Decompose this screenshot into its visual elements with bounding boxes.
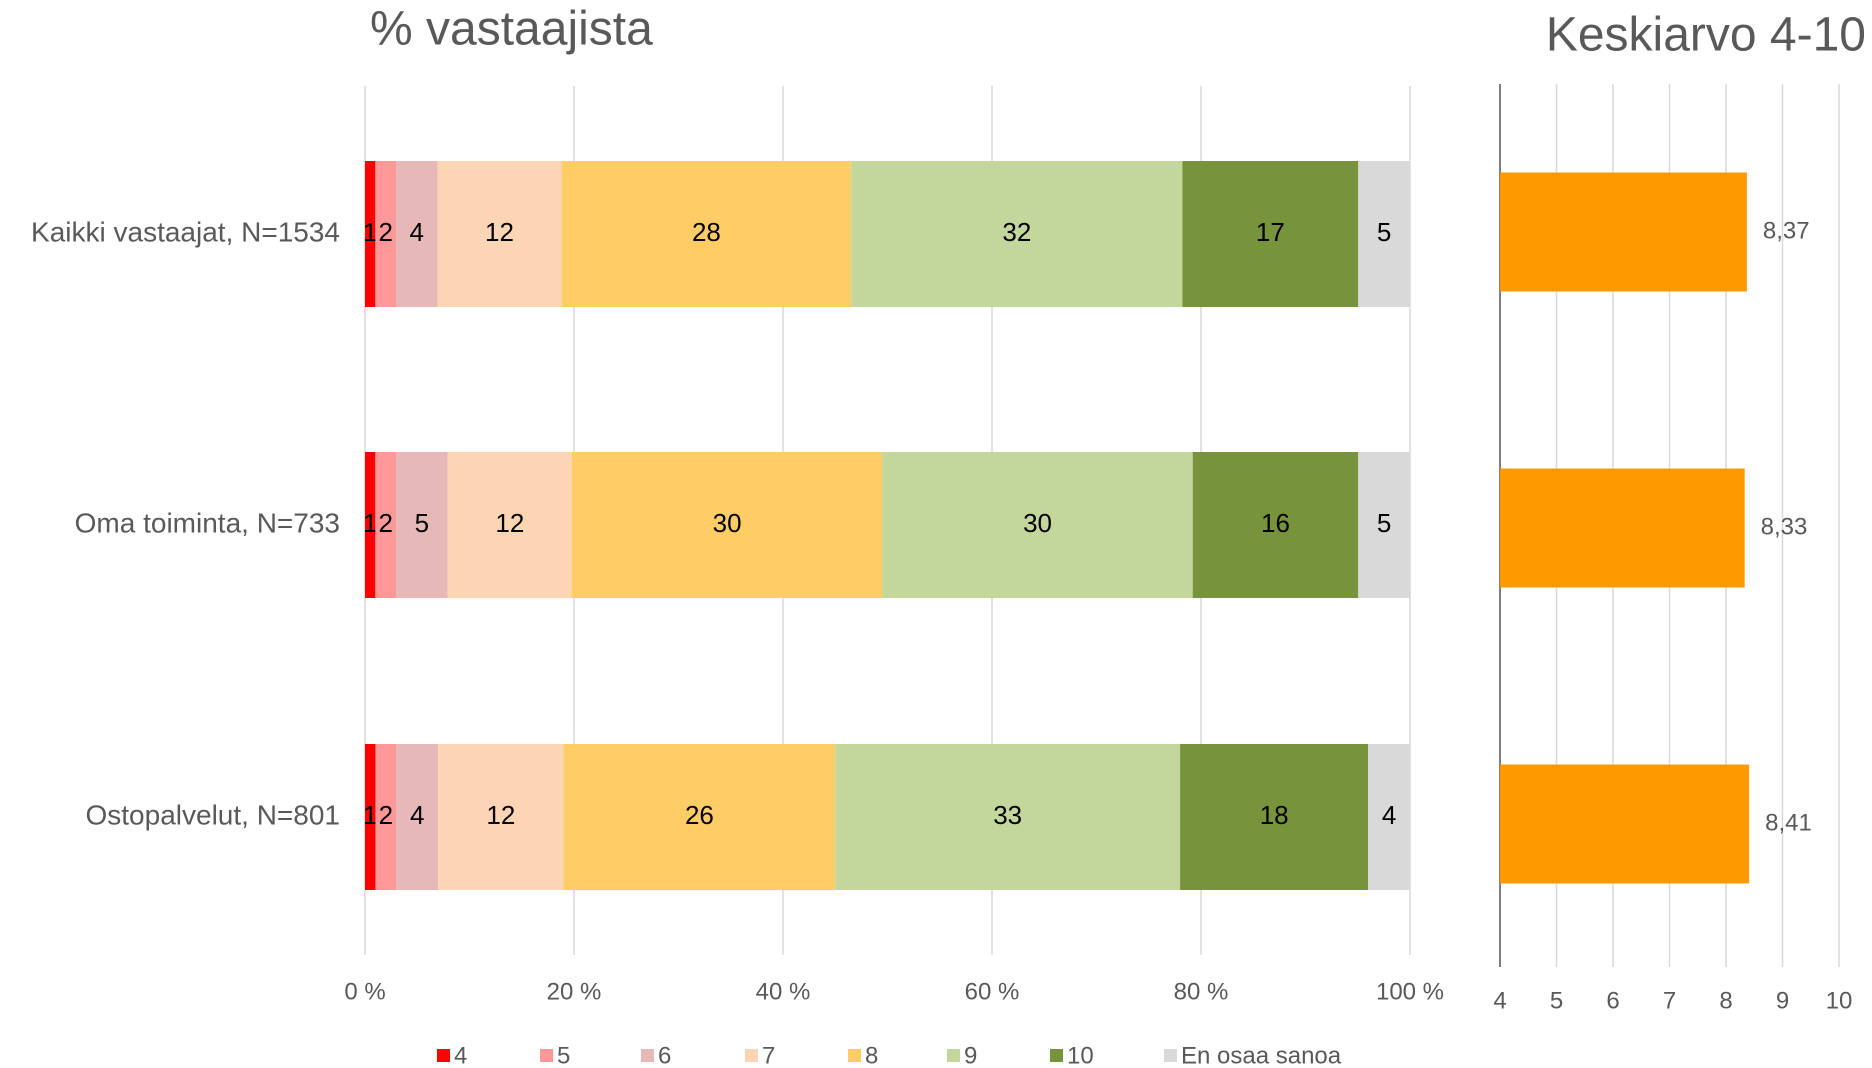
data-label: 5 bbox=[1377, 508, 1391, 538]
chart-title: % vastaajista bbox=[370, 3, 653, 56]
x-tick-label: 20 % bbox=[547, 978, 602, 1005]
x-tick-label: 9 bbox=[1776, 987, 1789, 1014]
data-label: 18 bbox=[1260, 800, 1289, 830]
legend-swatch bbox=[947, 1049, 960, 1062]
x-tick-label: 5 bbox=[1550, 987, 1563, 1014]
legend-swatch bbox=[1164, 1049, 1177, 1062]
data-label: 8,41 bbox=[1765, 809, 1812, 836]
data-label: 16 bbox=[1261, 508, 1290, 538]
bar-segment bbox=[1358, 161, 1410, 307]
bar-segment bbox=[851, 161, 1183, 307]
x-tick-label: 100 % bbox=[1376, 978, 1444, 1005]
x-tick-label: 60 % bbox=[965, 978, 1020, 1005]
x-tick-label: 10 bbox=[1826, 987, 1853, 1014]
bar bbox=[1500, 172, 1747, 292]
legend-swatch bbox=[641, 1049, 654, 1062]
legend-swatch bbox=[437, 1049, 450, 1062]
bar-segment bbox=[835, 744, 1181, 890]
legend-label: 6 bbox=[658, 1042, 671, 1068]
data-label: 28 bbox=[692, 217, 721, 247]
x-tick-label: 40 % bbox=[756, 978, 811, 1005]
data-label: 4 bbox=[409, 217, 423, 247]
data-label: 32 bbox=[1002, 217, 1031, 247]
legend-label: 10 bbox=[1067, 1042, 1094, 1068]
y-tick-label: Ostopalvelut, N=801 bbox=[86, 799, 341, 830]
data-label: 1 bbox=[363, 800, 377, 830]
data-label: 12 bbox=[495, 508, 524, 538]
data-label: 12 bbox=[485, 217, 514, 247]
bar bbox=[1500, 468, 1745, 588]
bar-segment bbox=[365, 161, 376, 307]
data-label: 12 bbox=[486, 800, 515, 830]
data-label: 8,37 bbox=[1763, 217, 1810, 244]
legend-label: 5 bbox=[557, 1042, 570, 1068]
legend-swatch bbox=[1050, 1049, 1063, 1062]
x-tick-label: 8 bbox=[1719, 987, 1732, 1014]
data-label: 2 bbox=[378, 508, 392, 538]
data-label: 1 bbox=[363, 217, 377, 247]
bar-segment bbox=[447, 452, 572, 598]
bar-segment bbox=[1180, 744, 1369, 890]
bar-segment bbox=[438, 744, 564, 890]
bar-segment bbox=[396, 744, 439, 890]
y-tick-label: Kaikki vastaajat, N=1534 bbox=[31, 216, 340, 247]
legend-label: En osaa sanoa bbox=[1181, 1042, 1342, 1068]
legend-label: 9 bbox=[964, 1042, 977, 1068]
data-label: 30 bbox=[1023, 508, 1052, 538]
x-tick-label: 6 bbox=[1606, 987, 1619, 1014]
bar-segment bbox=[437, 161, 562, 307]
bar-segment bbox=[571, 452, 883, 598]
data-label: 4 bbox=[410, 800, 424, 830]
y-tick-label: Oma toiminta, N=733 bbox=[75, 507, 340, 538]
bar bbox=[1500, 764, 1750, 884]
bar-segment bbox=[882, 452, 1193, 598]
legend-label: 8 bbox=[865, 1042, 878, 1068]
legend-label: 7 bbox=[762, 1042, 775, 1068]
bar-segment bbox=[375, 161, 397, 307]
data-label: 33 bbox=[993, 800, 1022, 830]
data-label: 26 bbox=[685, 800, 714, 830]
x-tick-label: 0 % bbox=[344, 978, 385, 1005]
x-tick-label: 7 bbox=[1663, 987, 1676, 1014]
bar-segment bbox=[1368, 744, 1410, 890]
bar-segment bbox=[561, 161, 852, 307]
data-label: 8,33 bbox=[1761, 513, 1808, 540]
data-label: 2 bbox=[378, 217, 392, 247]
bar-segment bbox=[563, 744, 836, 890]
data-label: 30 bbox=[713, 508, 742, 538]
x-tick-label: 4 bbox=[1493, 987, 1506, 1014]
data-label: 4 bbox=[1382, 800, 1396, 830]
x-tick-label: 80 % bbox=[1174, 978, 1229, 1005]
data-label: 5 bbox=[415, 508, 429, 538]
legend-label: 4 bbox=[454, 1042, 467, 1068]
data-label: 1 bbox=[363, 508, 377, 538]
bar-segment bbox=[1192, 452, 1359, 598]
bar-segment bbox=[1358, 452, 1410, 598]
data-label: 17 bbox=[1256, 217, 1285, 247]
legend-swatch bbox=[745, 1049, 758, 1062]
data-label: 2 bbox=[379, 800, 393, 830]
bar-segment bbox=[375, 452, 397, 598]
chart-title: Keskiarvo 4-10 bbox=[1546, 9, 1866, 62]
legend-swatch bbox=[540, 1049, 553, 1062]
legend-swatch bbox=[848, 1049, 861, 1062]
bar-segment bbox=[365, 744, 376, 890]
bar-segment bbox=[396, 161, 438, 307]
bar-segment bbox=[1182, 161, 1359, 307]
bar-segment bbox=[396, 452, 448, 598]
bar-segment bbox=[375, 744, 397, 890]
data-label: 5 bbox=[1377, 217, 1391, 247]
bar-segment bbox=[365, 452, 376, 598]
